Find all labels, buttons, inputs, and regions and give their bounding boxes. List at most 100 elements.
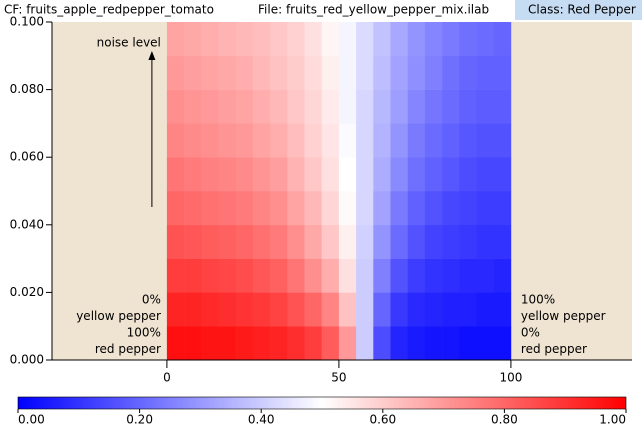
heat-cell [459,22,477,57]
heat-cell [304,157,323,192]
heat-cell [390,55,409,90]
heat-cell [338,157,357,192]
heat-cell [407,292,426,327]
heat-cell [166,55,185,90]
heat-cell [493,89,512,124]
heat-cell [442,292,460,327]
heat-cell [493,22,512,57]
heat-cell [493,224,512,259]
x-tick-label: 100 [499,371,522,385]
heat-cell [184,123,202,158]
heat-cell [476,123,495,158]
heat-cell [424,292,443,327]
heat-cell [442,55,460,90]
heat-cell [184,191,202,226]
heat-cell [373,258,391,293]
right-annotation: red pepper [521,342,587,356]
heat-cell [201,89,219,124]
heat-cell [493,157,512,192]
heat-cell [338,22,357,57]
heat-cell [252,292,271,327]
heat-cell [407,191,426,226]
heat-cell [321,258,340,293]
heat-cell [235,157,254,192]
y-tick-label: 0.020 [10,285,44,299]
heat-cell [184,89,202,124]
noise-arrowhead [148,51,156,60]
heat-cell [287,157,305,192]
y-tick-label: 0.040 [10,217,44,231]
heat-cell [252,89,271,124]
heat-cell [476,224,495,259]
heat-cell [201,224,219,259]
heat-cell [321,22,340,57]
heat-cell [270,55,288,90]
heat-cell [166,157,185,192]
y-tick-label: 0.060 [10,150,44,164]
heat-cell [184,258,202,293]
heat-cell [442,258,460,293]
heat-cell [270,123,288,158]
heat-cell [287,55,305,90]
heat-cell [424,224,443,259]
heat-cell [356,22,374,57]
right-annotation: 100% [521,293,555,307]
heat-cell [166,89,185,124]
heat-cell [476,292,495,327]
heat-cell [424,326,443,361]
heat-cell [184,22,202,57]
heat-cell [321,123,340,158]
y-tick-label: 0.000 [10,353,44,367]
x-tick-label: 50 [331,371,346,385]
heat-cell [252,22,271,57]
heat-cell [407,224,426,259]
heat-cell [270,258,288,293]
heat-cell [184,55,202,90]
heat-cell [252,191,271,226]
heat-cell [218,89,237,124]
heat-cell [373,89,391,124]
heat-cell [235,191,254,226]
heat-cell [373,326,391,361]
heat-cell [407,258,426,293]
heat-cell [252,224,271,259]
heat-cell [338,123,357,158]
heat-cell [201,22,219,57]
heat-cell [356,292,374,327]
colorbar-tick-label: 1.00 [599,413,626,427]
right-annotation: yellow pepper [521,309,606,323]
heat-cell [338,55,357,90]
heat-cell [356,157,374,192]
heat-cell [476,157,495,192]
heat-cell [270,224,288,259]
heat-cell [252,326,271,361]
heat-cell [304,326,323,361]
heat-cell [476,258,495,293]
heat-cell [476,89,495,124]
heat-cell [356,224,374,259]
heat-cell [270,326,288,361]
heat-cell [235,123,254,158]
heat-cell [304,22,323,57]
heat-cell [442,224,460,259]
heat-cell [338,326,357,361]
heat-cell [166,258,185,293]
heat-cell [218,22,237,57]
heat-cell [356,258,374,293]
heat-cell [373,292,391,327]
heat-cell [407,55,426,90]
heat-cell [493,292,512,327]
file-label: File: fruits_red_yellow_pepper_mix.ilab [258,3,489,17]
right-annotation: 0% [521,326,540,340]
heat-cell [235,55,254,90]
heat-cell [373,224,391,259]
heat-cell [321,224,340,259]
heat-cell [201,326,219,361]
heat-cell [201,191,219,226]
heat-cell [218,191,237,226]
heat-cell [424,89,443,124]
heat-cell [235,22,254,57]
heat-cell [304,123,323,158]
heat-cell [442,157,460,192]
heat-cell [252,258,271,293]
